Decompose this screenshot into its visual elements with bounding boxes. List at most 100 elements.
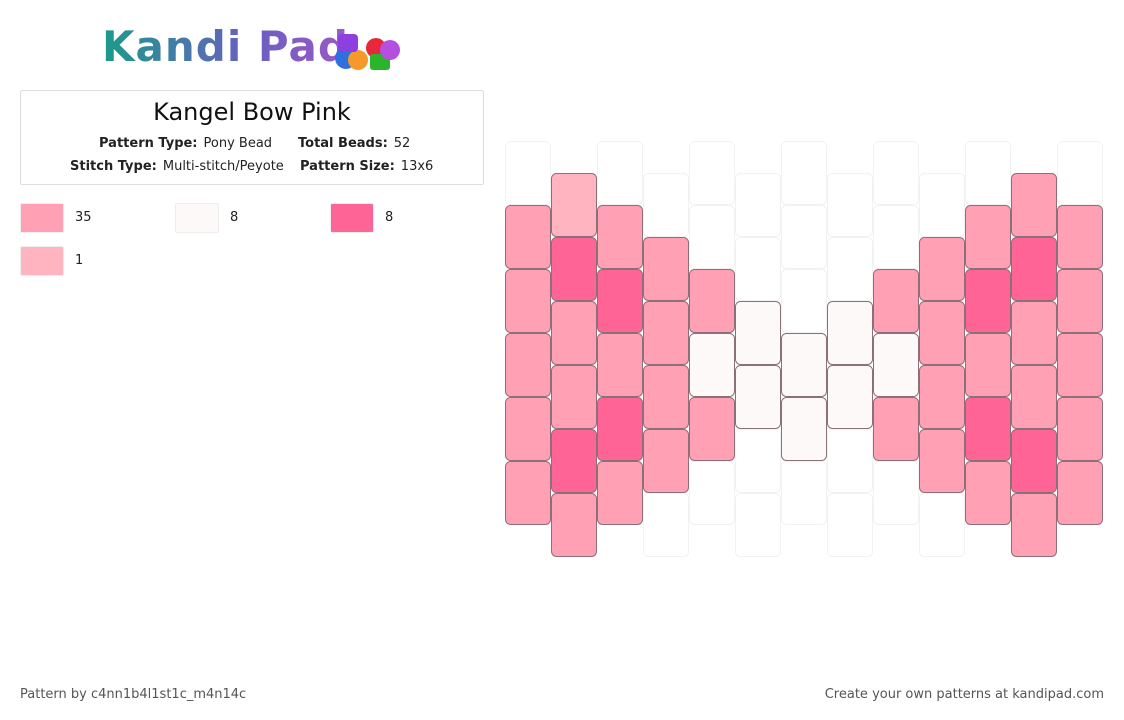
- legend-count: 8: [385, 210, 394, 225]
- empty-bead: [965, 141, 1011, 205]
- bead: [551, 429, 597, 493]
- legend-swatch: [20, 246, 64, 276]
- bead: [551, 173, 597, 237]
- label: Total Beads:: [298, 136, 388, 151]
- bead: [1057, 269, 1103, 333]
- empty-bead: [689, 205, 735, 269]
- bead-pattern: [505, 141, 1103, 557]
- bead: [873, 397, 919, 461]
- empty-bead: [735, 173, 781, 237]
- legend-swatch: [20, 203, 64, 233]
- empty-bead: [919, 173, 965, 237]
- bead: [1011, 365, 1057, 429]
- bead: [505, 397, 551, 461]
- value: Multi-stitch/Peyote: [162, 159, 284, 174]
- bead: [597, 269, 643, 333]
- bead: [597, 397, 643, 461]
- bead: [1011, 493, 1057, 557]
- bead: [919, 429, 965, 493]
- promo-link[interactable]: Create your own patterns at kandipad.com: [824, 687, 1104, 702]
- empty-bead: [919, 493, 965, 557]
- bead: [689, 269, 735, 333]
- bead: [965, 461, 1011, 525]
- empty-bead: [827, 173, 873, 237]
- label: Pattern Type:: [99, 136, 198, 151]
- bead: [873, 333, 919, 397]
- bead: [735, 301, 781, 365]
- empty-bead: [827, 429, 873, 493]
- bead: [827, 301, 873, 365]
- legend-swatch: [330, 203, 374, 233]
- empty-bead: [735, 237, 781, 301]
- empty-bead: [643, 493, 689, 557]
- value: Pony Bead: [203, 136, 273, 151]
- bead: [643, 365, 689, 429]
- bead: [597, 333, 643, 397]
- bead: [873, 269, 919, 333]
- empty-bead: [597, 141, 643, 205]
- bead: [965, 205, 1011, 269]
- bead: [1011, 301, 1057, 365]
- bead: [965, 269, 1011, 333]
- bead: [505, 269, 551, 333]
- empty-bead: [643, 173, 689, 237]
- info-box: Kangel Bow Pink Pattern Type: Pony Bead T…: [20, 90, 484, 185]
- bead: [919, 365, 965, 429]
- bead: [689, 397, 735, 461]
- empty-bead: [781, 461, 827, 525]
- bead: [1011, 173, 1057, 237]
- value: 52: [393, 136, 411, 151]
- bead: [505, 333, 551, 397]
- empty-bead: [827, 237, 873, 301]
- bead: [1057, 333, 1103, 397]
- info-row: Pattern Size: 13x6: [300, 159, 433, 174]
- bead: [597, 205, 643, 269]
- empty-bead: [1057, 141, 1103, 205]
- logo[interactable]: Kandi Pad: [102, 22, 349, 71]
- legend-count: 35: [75, 210, 92, 225]
- bead: [919, 301, 965, 365]
- bead: [551, 237, 597, 301]
- bead: [643, 237, 689, 301]
- bead: [781, 333, 827, 397]
- bead: [643, 301, 689, 365]
- value: 13x6: [400, 159, 434, 174]
- empty-bead: [735, 429, 781, 493]
- bead: [1011, 237, 1057, 301]
- bead: [965, 333, 1011, 397]
- bead: [551, 493, 597, 557]
- bead: [965, 397, 1011, 461]
- empty-bead: [781, 141, 827, 205]
- info-row: Stitch Type: Multi-stitch/Peyote: [70, 159, 284, 174]
- empty-bead: [689, 461, 735, 525]
- bead: [597, 461, 643, 525]
- empty-bead: [735, 493, 781, 557]
- bead: [1057, 461, 1103, 525]
- legend-count: 8: [230, 210, 239, 225]
- empty-bead: [873, 141, 919, 205]
- bead: [1011, 429, 1057, 493]
- bead: [1057, 397, 1103, 461]
- info-row: Total Beads: 52: [298, 136, 410, 151]
- bead: [827, 365, 873, 429]
- bead: [1057, 205, 1103, 269]
- label: Stitch Type:: [70, 159, 157, 174]
- legend-count: 1: [75, 253, 84, 268]
- logo-icon: [335, 34, 400, 70]
- bead: [505, 461, 551, 525]
- empty-bead: [505, 141, 551, 205]
- empty-bead: [873, 205, 919, 269]
- author: Pattern by c4nn1b4l1st1c_m4n14c: [20, 687, 247, 702]
- bead: [735, 365, 781, 429]
- bead: [689, 333, 735, 397]
- bead: [643, 429, 689, 493]
- empty-bead: [827, 493, 873, 557]
- pattern-title: Kangel Bow Pink: [153, 98, 351, 126]
- info-row: Pattern Type: Pony Bead: [99, 136, 272, 151]
- bead: [505, 205, 551, 269]
- bead: [551, 301, 597, 365]
- label: Pattern Size:: [300, 159, 395, 174]
- empty-bead: [689, 141, 735, 205]
- bead: [551, 365, 597, 429]
